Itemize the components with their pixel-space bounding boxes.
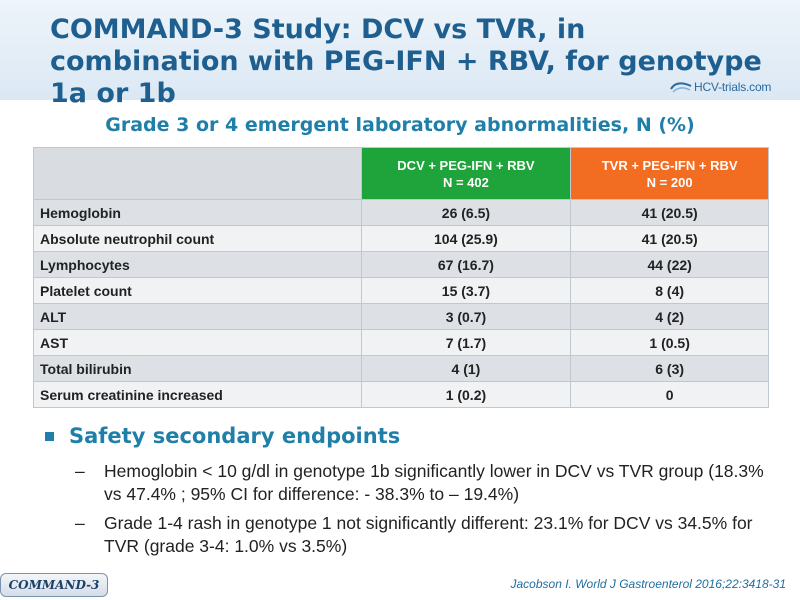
header-dcv-n: N = 402	[442, 174, 489, 190]
hcv-logo-icon	[670, 82, 692, 93]
study-tag[interactable]: COMMAND-3	[0, 573, 108, 597]
header-tvr: TVR + PEG-IFN + RBV N = 200	[570, 147, 769, 200]
dcv-value: 67 (16.7)	[360, 251, 572, 278]
table-row: Lymphocytes 67 (16.7) 44 (22)	[33, 251, 769, 278]
sub-bullet-rash: – Grade 1-4 rash in genotype 1 not signi…	[75, 512, 765, 558]
header-band	[0, 0, 800, 100]
safety-bullet: Safety secondary endpoints	[45, 424, 400, 448]
dash-marker: –	[75, 461, 85, 481]
dcv-value: 3 (0.7)	[360, 303, 572, 330]
table-row: AST 7 (1.7) 1 (0.5)	[33, 329, 769, 356]
dcv-value: 26 (6.5)	[360, 199, 572, 226]
tvr-value: 41 (20.5)	[570, 225, 769, 252]
row-label: Serum creatinine increased	[33, 381, 362, 408]
tvr-value: 6 (3)	[570, 355, 769, 382]
row-label: Hemoglobin	[33, 199, 362, 226]
dcv-value: 104 (25.9)	[360, 225, 572, 252]
tvr-value: 4 (2)	[570, 303, 769, 330]
table-header-row: DCV + PEG-IFN + RBV N = 402 TVR + PEG-IF…	[33, 147, 769, 200]
tvr-value: 0	[570, 381, 769, 408]
header-dcv-regimen: DCV + PEG-IFN + RBV	[397, 157, 535, 173]
table-row: Total bilirubin 4 (1) 6 (3)	[33, 355, 769, 382]
header-tvr-n: N = 200	[646, 174, 693, 190]
bullet-square-icon	[45, 431, 54, 441]
tvr-value: 41 (20.5)	[570, 199, 769, 226]
row-label: Total bilirubin	[33, 355, 362, 382]
sub-bullet-hemoglobin: – Hemoglobin < 10 g/dl in genotype 1b si…	[75, 460, 765, 506]
dcv-value: 1 (0.2)	[360, 381, 572, 408]
slide-title: COMMAND-3 Study: DCV vs TVR, in combinat…	[50, 14, 762, 109]
sub-bullet-text: Hemoglobin < 10 g/dl in genotype 1b sign…	[104, 461, 764, 504]
logo[interactable]: HCV-trials.com	[670, 78, 771, 96]
header-blank-cell	[33, 147, 362, 200]
tvr-value: 1 (0.5)	[570, 329, 769, 356]
dcv-value: 4 (1)	[360, 355, 572, 382]
table-row: Absolute neutrophil count 104 (25.9) 41 …	[33, 225, 769, 252]
table-row: Hemoglobin 26 (6.5) 41 (20.5)	[33, 199, 769, 226]
table-subtitle: Grade 3 or 4 emergent laboratory abnorma…	[105, 114, 695, 136]
table-row: Platelet count 15 (3.7) 8 (4)	[33, 277, 769, 304]
table-row: ALT 3 (0.7) 4 (2)	[33, 303, 769, 330]
logo-text: HCV-trials.com	[694, 80, 772, 94]
dash-marker: –	[75, 513, 85, 533]
tvr-value: 8 (4)	[570, 277, 769, 304]
tvr-value: 44 (22)	[570, 251, 769, 278]
lab-abnormalities-table: DCV + PEG-IFN + RBV N = 402 TVR + PEG-IF…	[33, 147, 769, 408]
bullet-heading: Safety secondary endpoints	[69, 424, 401, 448]
row-label: Lymphocytes	[33, 251, 362, 278]
row-label: ALT	[33, 303, 362, 330]
table-row: Serum creatinine increased 1 (0.2) 0	[33, 381, 769, 408]
citation: Jacobson I. World J Gastroenterol 2016;2…	[510, 577, 787, 591]
row-label: Absolute neutrophil count	[33, 225, 362, 252]
header-tvr-regimen: TVR + PEG-IFN + RBV	[601, 157, 738, 173]
header-dcv: DCV + PEG-IFN + RBV N = 402	[360, 147, 572, 200]
dcv-value: 15 (3.7)	[360, 277, 572, 304]
row-label: AST	[33, 329, 362, 356]
row-label: Platelet count	[33, 277, 362, 304]
sub-bullet-text: Grade 1-4 rash in genotype 1 not signifi…	[104, 513, 753, 556]
dcv-value: 7 (1.7)	[360, 329, 572, 356]
